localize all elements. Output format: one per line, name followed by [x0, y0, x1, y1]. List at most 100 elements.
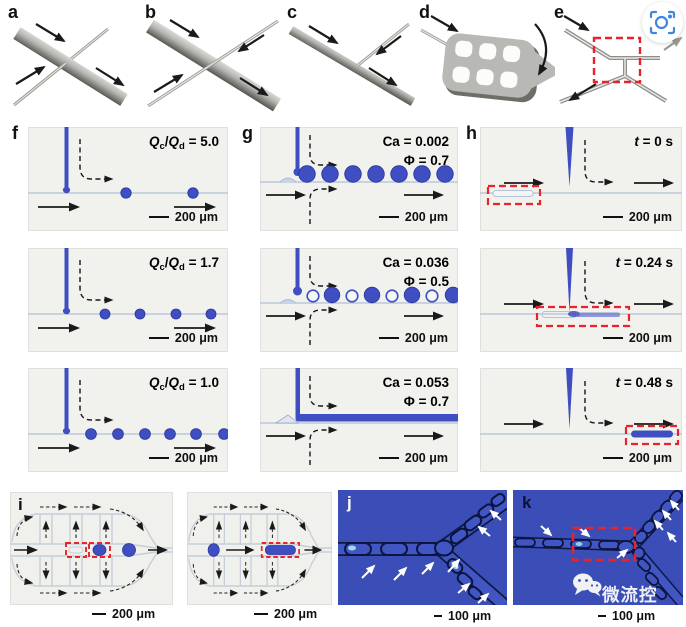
blue-smear — [576, 312, 620, 317]
dashed-flow-arrow — [309, 135, 338, 169]
droplet — [207, 543, 220, 557]
dispersed-jet — [566, 248, 573, 313]
dashed-flow-arrow — [309, 185, 338, 224]
droplet — [92, 544, 107, 556]
scale-bar: 200 μm — [148, 451, 218, 465]
ladder-micrograph-i1: i — [10, 492, 173, 605]
red-highlight-box — [624, 424, 680, 446]
panel-label-a: a — [8, 2, 19, 22]
red-highlight-box — [88, 542, 111, 558]
dispersed-jet — [565, 127, 574, 187]
micrograph-h1: t = 0 s 200 μm — [480, 127, 682, 231]
faint-plug — [492, 190, 534, 197]
condition-label: t = 0.24 s — [615, 255, 673, 270]
panel-label-b: b — [145, 2, 156, 22]
micrograph-g1: Ca = 0.002 Φ = 0.7 200 μm — [260, 127, 458, 231]
image-search-button[interactable] — [642, 2, 683, 43]
continuous-jet — [295, 412, 458, 422]
darkfield-micrograph-k: k 微流控 — [513, 490, 683, 605]
ladder-body — [442, 33, 555, 103]
panel-label-g: g — [242, 123, 253, 143]
dispersed-jet — [566, 368, 573, 429]
droplet-pointer-arrows — [361, 509, 502, 604]
flow-arrow — [563, 15, 590, 32]
schematic-step-junction-e — [559, 15, 683, 104]
scale-bar: 100 μm — [598, 609, 655, 623]
condition-label: Ca = 0.036 Φ = 0.5 — [382, 255, 449, 289]
schematic-cross-junction-a — [13, 23, 128, 107]
micrograph-g2: Ca = 0.036 Φ = 0.5 200 μm — [260, 248, 458, 352]
darkfield-micrograph-j: j — [338, 490, 507, 605]
panel-label-k: k — [522, 493, 532, 512]
scale-bar: 200 μm — [602, 331, 672, 345]
blue-plug — [631, 430, 673, 438]
dashed-flow-arrow — [584, 261, 614, 307]
micrograph-f2: Qc/Qd = 1.7 200 μm — [28, 248, 228, 352]
flow-arrow — [568, 83, 597, 102]
schematic-cross-junction-b — [146, 19, 281, 112]
dashed-flow-arrow — [584, 381, 614, 427]
dashed-flow-arrow — [309, 256, 338, 290]
condition-label: Qc/Qd = 5.0 — [148, 134, 219, 152]
micrograph-f3: Qc/Qd = 1.0 200 μm — [28, 368, 228, 472]
droplet-glint — [575, 542, 583, 546]
panel-label-c: c — [287, 2, 298, 22]
meniscus — [279, 177, 297, 183]
droplets — [99, 308, 217, 320]
condition-label: t = 0 s — [634, 134, 673, 149]
schematic-ladder-network-d — [420, 15, 555, 103]
dashed-flow-arrow — [79, 260, 114, 304]
flow-arrows — [15, 23, 125, 87]
panel-label-i: i — [18, 495, 23, 514]
red-highlight-box — [571, 526, 637, 562]
micrograph-f1: Qc/Qd = 5.0 200 μm — [28, 127, 228, 231]
panel-label-e: e — [554, 2, 565, 22]
condition-label: t = 0.48 s — [615, 375, 673, 390]
scale-bar: 200 μm — [92, 607, 155, 621]
flow-arrow — [430, 15, 459, 32]
scale-bar: 200 μm — [254, 607, 317, 621]
dashed-flow-arrow — [309, 376, 338, 410]
scale-bar: 200 μm — [602, 210, 672, 224]
panel-label-f: f — [12, 123, 18, 143]
red-highlight-box — [535, 305, 631, 328]
droplet — [122, 543, 136, 557]
dashed-flow-arrow — [584, 140, 614, 186]
condition-label: Qc/Qd = 1.7 — [148, 255, 219, 273]
panel-label-j: j — [347, 493, 352, 512]
schematic-y-junction-c — [288, 22, 416, 106]
red-highlight-box — [260, 542, 300, 558]
panel-label-d: d — [419, 2, 430, 22]
dashed-flow-arrow — [79, 380, 114, 424]
droplets — [120, 187, 199, 199]
droplet-train — [514, 490, 683, 600]
scale-bar: 200 μm — [378, 451, 448, 465]
watermark-brand-text: 微流控 — [602, 585, 658, 605]
condition-label: Ca = 0.002 Φ = 0.7 — [382, 134, 449, 168]
droplets — [85, 428, 228, 440]
panel-label-h: h — [466, 123, 477, 143]
scale-bar: 200 μm — [148, 210, 218, 224]
droplets-alternating — [306, 286, 458, 304]
scale-bar: 200 μm — [602, 451, 672, 465]
red-highlight-box — [486, 184, 542, 206]
flow-arrow-gray — [663, 36, 683, 51]
meniscus — [274, 414, 300, 424]
dashed-flow-arrow — [309, 426, 338, 465]
micrograph-h3: t = 0.48 s 200 μm — [480, 368, 682, 472]
wechat-icon — [573, 573, 602, 597]
droplets — [298, 165, 454, 183]
image-search-icon — [649, 10, 676, 35]
condition-label: Qc/Qd = 1.0 — [148, 375, 219, 393]
scale-bar: 200 μm — [378, 331, 448, 345]
red-highlight-box — [65, 542, 87, 558]
red-highlight-box — [592, 36, 642, 84]
droplet-pointer-arrows — [540, 499, 680, 559]
flow-arrow-curved — [534, 23, 548, 76]
droplet-glint — [348, 545, 356, 551]
ladder-micrograph-i2 — [187, 492, 332, 605]
meniscus — [279, 299, 297, 304]
micrograph-h2: t = 0.24 s 200 μm — [480, 248, 682, 352]
scale-bar: 200 μm — [378, 210, 448, 224]
